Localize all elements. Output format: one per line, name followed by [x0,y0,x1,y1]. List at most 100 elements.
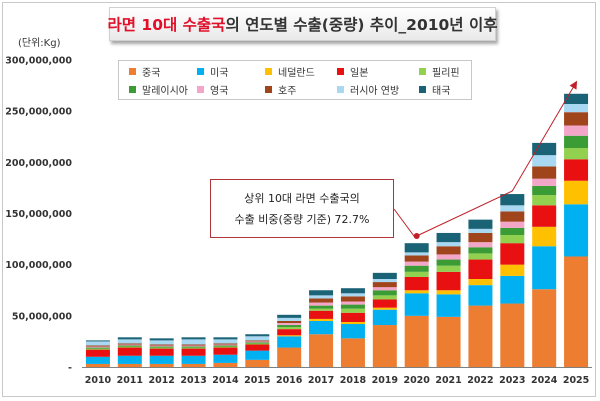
bar-segment [117,337,142,340]
bar-segment [181,347,206,349]
bar-segment [532,166,557,179]
bar-segment [181,345,206,347]
bar-segment [309,334,334,367]
bar-segment [404,271,429,277]
bar-segment [532,246,557,290]
bar-segment [404,315,429,367]
legend-swatch [419,67,426,75]
legend-swatch [197,85,204,93]
legend-item: 네덜란드 [265,64,315,79]
x-tick-label: 2011 [117,375,143,386]
bar-segment [468,305,493,367]
bar-segment [436,290,461,295]
bar-segment [309,290,334,296]
x-tick-label: 2015 [244,375,270,386]
bar-segment [277,336,302,348]
legend-label: 호주 [278,85,297,97]
bar-segment [500,303,525,367]
bar-segment [181,348,206,356]
bar-segment [564,135,589,149]
bar-segment [245,342,270,344]
legend-item: 태국 [419,82,450,97]
bar-segment [500,234,525,244]
y-tick-label: 300,000,000 [5,56,72,67]
unit-label: (단위:Kg) [18,38,61,49]
x-tick-label: 2025 [563,375,589,386]
bar-segment [117,343,142,345]
bar-segment [468,285,493,306]
bar-segment [340,301,365,305]
x-tick-label: 2021 [435,375,461,386]
bar-segment [149,347,174,349]
y-tick-label: 150,000,000 [5,209,72,220]
x-tick-label: 2013 [180,375,206,386]
bar-segment [85,346,110,348]
bar-segment [340,312,365,322]
bar-segment [372,295,397,300]
bar-segment [245,350,270,360]
bar-segment [372,282,397,288]
bar-segment [436,246,461,255]
bar-segment [181,346,206,348]
trend-line [416,80,578,237]
bar-segment [340,296,365,302]
bar-segment [404,276,429,291]
bar-segment [277,347,302,367]
bar-segment [149,363,174,367]
legend-swatch [337,67,344,75]
bar-segment [532,142,557,156]
bar-segment [213,344,238,346]
bar-segment [309,320,334,335]
bar-segment [213,362,238,367]
bar-segment [149,344,174,346]
legend-label: 영국 [210,85,229,97]
bar-segment [213,346,238,348]
bar-segment [468,232,493,243]
legend-item: 미국 [197,64,228,79]
bar-segment [500,227,525,235]
bar-segment [404,293,429,316]
legend-label: 필리핀 [432,67,460,79]
bar-segment [245,359,270,367]
bar-segment [181,355,206,364]
annotation-connector [393,208,416,238]
legend-swatch [337,85,344,93]
bar-segment [340,304,365,309]
bar-segment [213,345,238,347]
bar-segment [436,232,461,243]
bar-segment [245,343,270,345]
x-tick-label: 2010 [85,375,112,386]
y-tick-label: 100,000,000 [5,260,72,271]
bar-segment [532,185,557,196]
bar-segment [532,178,557,186]
legend-swatch [265,67,272,75]
bar-segment [500,194,525,206]
bar-segment [213,354,238,363]
bar-segment [468,228,493,233]
bar-segment [532,155,557,167]
bar-segment [564,148,589,160]
x-tick-label: 2024 [531,375,558,386]
bar-segment [245,344,270,351]
annotation-line-1: 상위 10대 라면 수출국의 [244,191,360,205]
x-tick-label: 2014 [212,375,239,386]
bar-segment [149,338,174,341]
bar-segment [404,265,429,272]
x-tick-label: 2017 [308,375,334,386]
bar-segment [500,211,525,222]
x-tick-label: 2012 [148,375,174,386]
bar-segment [340,324,365,339]
bar-segment [564,93,589,105]
annotation-line-2: 수출 비중(중량 기준) 72.7% [234,212,370,226]
bar-segment [309,295,334,299]
trend-start-point [413,233,420,240]
bar-segment [117,344,142,346]
bar-segment [117,339,142,344]
bar-segment [404,255,429,262]
bar-segment [213,339,238,344]
bar-segment [340,288,365,294]
bar-segment [149,348,174,356]
legend-item: 호주 [265,82,297,97]
bar-segment [404,243,429,253]
